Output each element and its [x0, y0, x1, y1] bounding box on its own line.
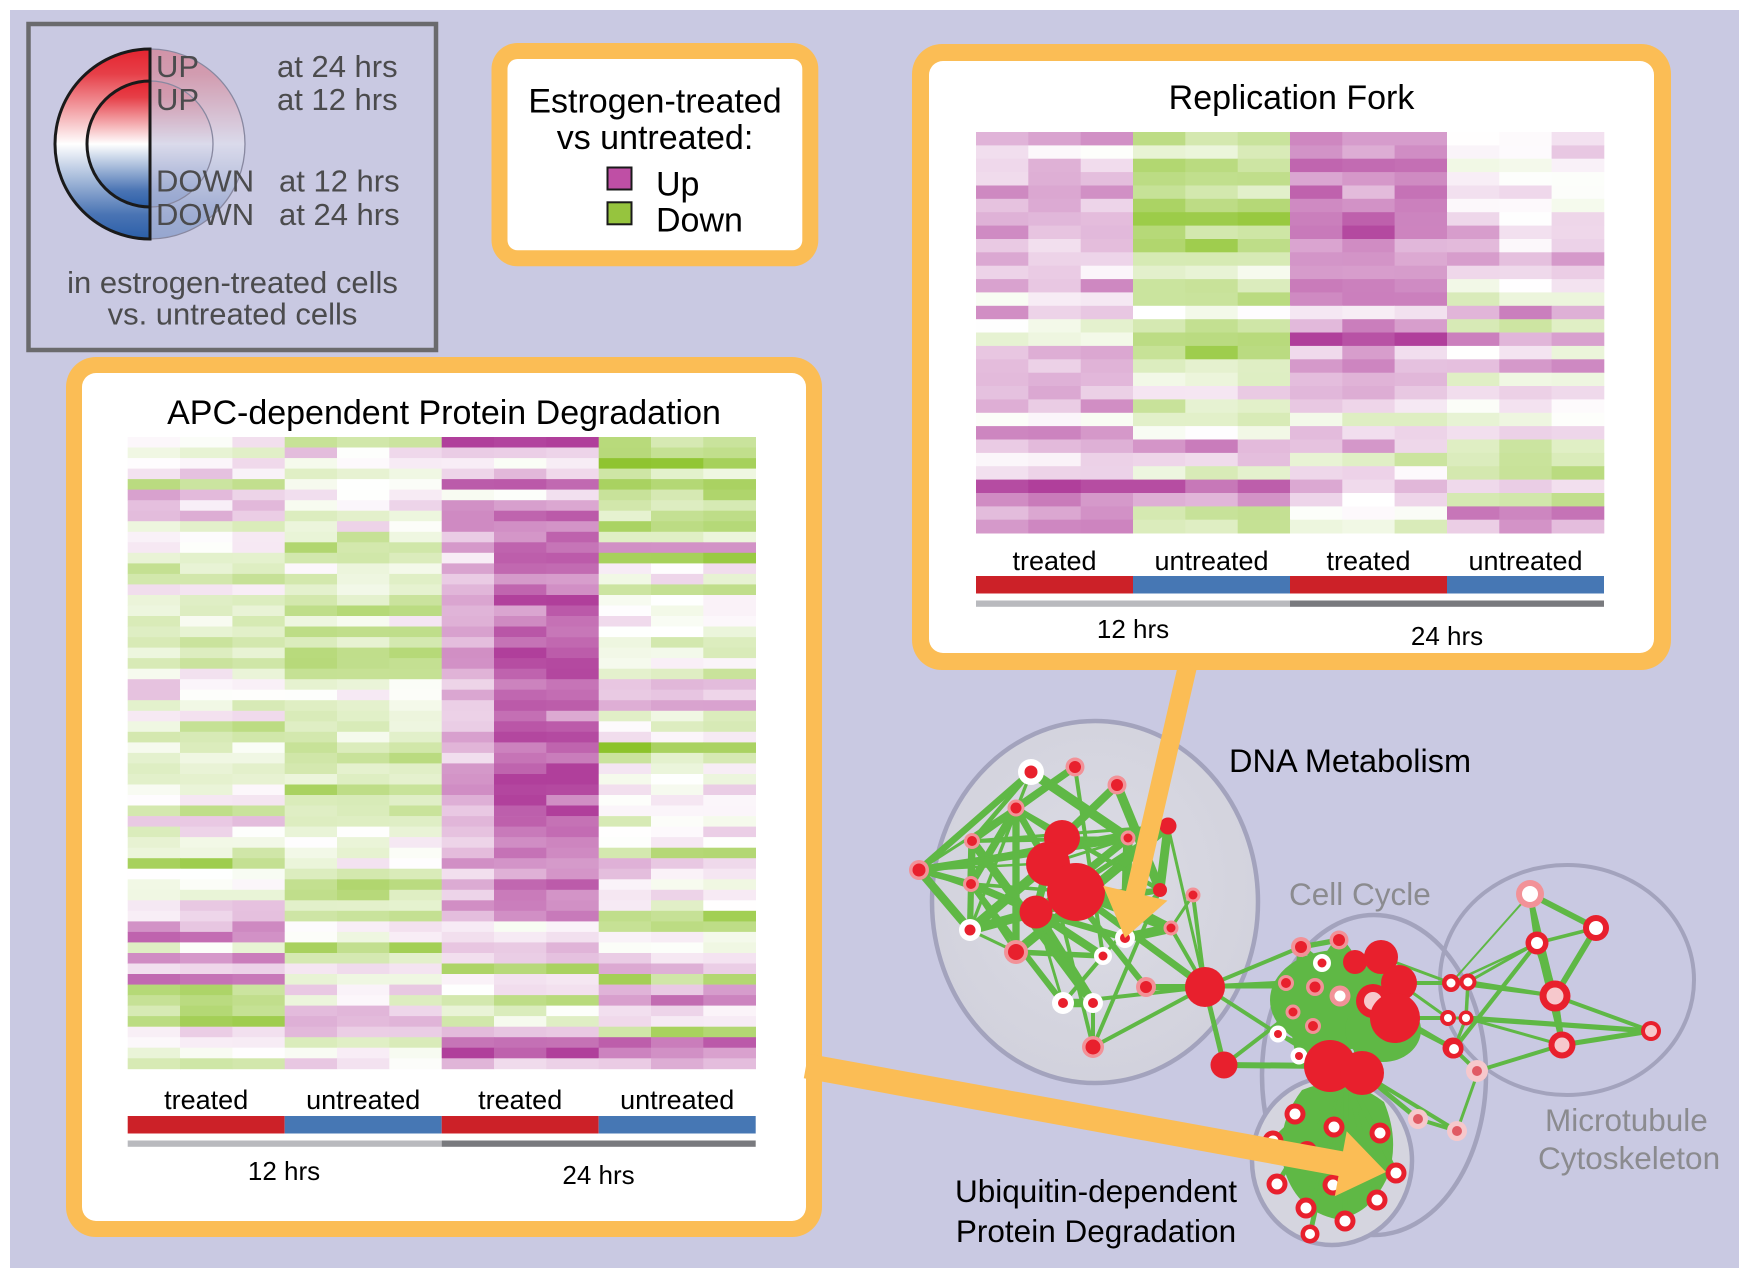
- svg-text:treated: treated: [478, 1085, 562, 1115]
- svg-text:DOWN: DOWN: [156, 197, 254, 232]
- svg-text:Cell Cycle: Cell Cycle: [1289, 876, 1431, 912]
- svg-text:24 hrs: 24 hrs: [1411, 621, 1483, 651]
- svg-text:treated: treated: [1326, 546, 1410, 576]
- svg-text:treated: treated: [1012, 546, 1096, 576]
- svg-text:untreated: untreated: [620, 1085, 734, 1115]
- svg-text:treated: treated: [164, 1085, 248, 1115]
- svg-text:Down: Down: [656, 201, 743, 239]
- svg-text:Estrogen-treated: Estrogen-treated: [528, 83, 781, 121]
- svg-text:at 12 hrs: at 12 hrs: [277, 82, 398, 117]
- svg-text:at 24 hrs: at 24 hrs: [277, 49, 398, 84]
- svg-text:untreated: untreated: [1468, 546, 1582, 576]
- svg-text:Microtubule: Microtubule: [1545, 1102, 1708, 1138]
- svg-text:vs untreated:: vs untreated:: [557, 119, 754, 157]
- svg-text:Cytoskeleton: Cytoskeleton: [1538, 1140, 1720, 1176]
- svg-text:Ubiquitin-dependent: Ubiquitin-dependent: [955, 1173, 1237, 1209]
- svg-text:UP: UP: [156, 82, 199, 117]
- svg-text:APC-dependent Protein Degradat: APC-dependent Protein Degradation: [167, 394, 721, 432]
- svg-text:Up: Up: [656, 165, 699, 203]
- svg-text:12 hrs: 12 hrs: [248, 1156, 320, 1186]
- svg-text:DOWN: DOWN: [156, 164, 254, 199]
- svg-text:UP: UP: [156, 49, 199, 84]
- svg-text:untreated: untreated: [306, 1085, 420, 1115]
- svg-text:24 hrs: 24 hrs: [562, 1160, 634, 1190]
- svg-text:in estrogen-treated cells: in estrogen-treated cells: [67, 265, 398, 300]
- svg-text:untreated: untreated: [1154, 546, 1268, 576]
- svg-text:vs. untreated cells: vs. untreated cells: [108, 297, 358, 332]
- svg-text:Replication Fork: Replication Fork: [1169, 79, 1416, 117]
- svg-text:at 12 hrs: at 12 hrs: [279, 164, 400, 199]
- svg-text:12 hrs: 12 hrs: [1097, 614, 1169, 644]
- svg-text:Protein Degradation: Protein Degradation: [956, 1213, 1236, 1249]
- svg-text:DNA Metabolism: DNA Metabolism: [1229, 743, 1471, 779]
- svg-text:at 24 hrs: at 24 hrs: [279, 197, 400, 232]
